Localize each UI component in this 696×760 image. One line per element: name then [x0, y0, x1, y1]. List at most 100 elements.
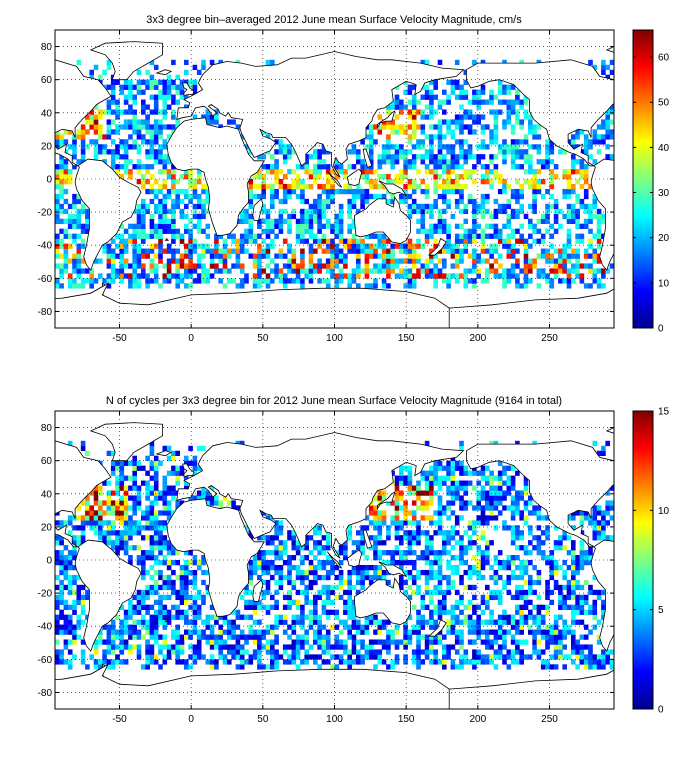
data-cell	[429, 560, 434, 566]
data-cell	[497, 619, 503, 625]
data-cell	[55, 555, 60, 561]
data-cell	[360, 624, 365, 630]
data-cell	[437, 505, 443, 511]
data-cell	[300, 253, 305, 259]
data-cell	[360, 545, 365, 551]
data-cell	[136, 213, 142, 220]
data-cell	[601, 609, 606, 615]
data-cell	[132, 208, 137, 215]
land-outline	[252, 198, 264, 221]
data-cell	[528, 560, 533, 566]
data-cell	[523, 604, 529, 610]
data-cell	[463, 203, 469, 210]
data-cell	[252, 649, 258, 655]
data-cell	[540, 649, 546, 655]
data-cell	[472, 268, 477, 274]
data-cell	[476, 649, 481, 655]
data-cell	[145, 114, 150, 120]
data-cell	[209, 614, 215, 620]
data-cell	[287, 228, 292, 234]
data-cell	[222, 248, 228, 254]
data-cell	[149, 624, 155, 630]
data-cell	[171, 169, 176, 175]
data-cell	[609, 134, 614, 140]
data-cell	[411, 253, 417, 259]
data-cell	[480, 248, 486, 254]
data-cell	[278, 278, 284, 284]
data-cell	[605, 144, 610, 150]
data-cell	[153, 639, 159, 645]
data-cell	[485, 639, 490, 645]
data-cell	[532, 193, 537, 200]
data-cell	[356, 564, 361, 571]
data-cell	[188, 248, 193, 254]
data-cell	[295, 179, 301, 185]
data-cell	[429, 475, 434, 481]
data-cell	[265, 169, 271, 175]
data-cell	[579, 594, 585, 601]
data-cell	[119, 510, 125, 516]
data-cell	[583, 515, 589, 521]
data-cell	[528, 589, 533, 596]
data-cell	[184, 460, 189, 466]
data-cell	[110, 154, 116, 160]
data-cell	[278, 574, 284, 581]
data-cell	[562, 629, 567, 635]
data-cell	[583, 594, 589, 601]
data-cell	[549, 589, 555, 596]
data-cell	[141, 79, 146, 85]
data-cell	[433, 619, 438, 625]
data-cell	[188, 273, 193, 279]
data-cell	[493, 505, 499, 511]
data-cell	[571, 589, 576, 596]
data-cell	[72, 203, 77, 210]
data-cell	[282, 188, 288, 195]
data-cell	[72, 535, 77, 541]
data-cell	[454, 223, 460, 229]
data-cell	[368, 129, 374, 135]
data-cell	[175, 589, 180, 596]
data-cell	[437, 154, 443, 160]
data-cell	[472, 59, 477, 66]
data-cell	[377, 233, 383, 239]
data-cell	[321, 248, 327, 254]
data-cell	[377, 238, 383, 244]
data-cell	[295, 619, 301, 625]
data-cell	[141, 525, 146, 531]
data-cell	[454, 589, 460, 596]
data-cell	[291, 258, 297, 264]
data-cell	[89, 273, 94, 279]
data-cell	[429, 609, 434, 615]
data-cell	[106, 134, 112, 140]
data-cell	[416, 609, 421, 615]
data-cell	[248, 629, 254, 635]
data-cell	[55, 144, 60, 150]
data-cell	[80, 515, 86, 521]
data-cell	[540, 515, 546, 521]
data-cell	[72, 574, 77, 581]
data-cell	[532, 629, 537, 635]
data-cell	[192, 629, 198, 635]
data-cell	[373, 183, 378, 190]
data-cell	[394, 129, 400, 135]
data-cell	[300, 278, 305, 284]
data-cell	[76, 540, 82, 546]
data-cell	[437, 599, 443, 605]
data-cell	[528, 218, 533, 224]
data-cell	[420, 154, 426, 160]
data-cell	[442, 208, 447, 215]
data-cell	[407, 99, 413, 105]
data-cell	[549, 654, 555, 660]
data-cell	[403, 560, 408, 566]
data-cell	[429, 550, 434, 556]
data-cell	[472, 283, 477, 289]
data-cell	[300, 644, 305, 650]
data-cell	[562, 253, 567, 259]
data-cell	[214, 119, 219, 125]
data-cell	[343, 659, 348, 665]
data-cell	[317, 203, 322, 210]
data-cell	[102, 540, 107, 546]
data-cell	[549, 555, 555, 561]
data-cell	[485, 515, 490, 521]
data-cell	[80, 149, 86, 155]
